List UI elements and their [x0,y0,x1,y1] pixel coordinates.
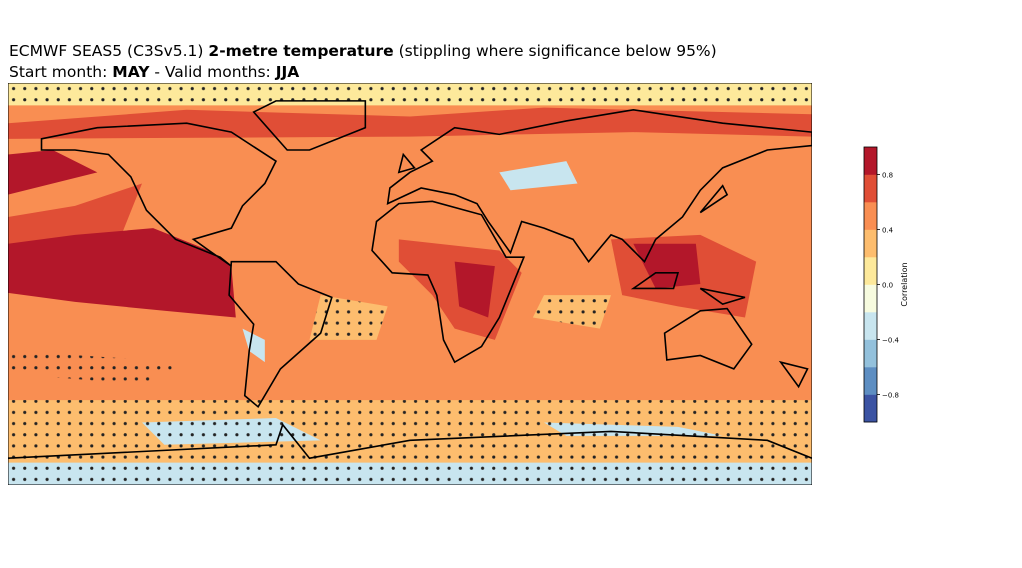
field [8,83,812,485]
colorbar-segment [864,147,877,175]
colorbar-tick-label: 0.0 [882,282,893,290]
colorbar-segment [864,284,877,313]
colorbar-segment [864,257,877,285]
coastlines [8,101,812,458]
valid-months: JJA [275,63,300,81]
colorbar-segment [864,312,877,340]
colorbar-tick-label: −0.4 [882,337,900,345]
colorbar-tick-label: 0.8 [882,172,893,180]
valid-label: - Valid months: [154,63,271,81]
title: ECMWF SEAS5 (C3Sv5.1) 2-metre temperatur… [9,42,717,60]
colorbar-segment [864,367,877,395]
colorbar: −0.8 −0.4 0.0 0.4 0.8 Correlation [863,146,909,423]
colorbar-segment [864,202,877,230]
colorbar-segment [864,339,877,368]
colorbar-segment [864,229,877,258]
colorbar-segment [864,394,877,423]
note: (stippling where significance below 95%) [398,42,717,60]
model: ECMWF SEAS5 (C3Sv5.1) [9,42,204,60]
subtitle: Start month: MAY - Valid months: JJA [9,63,299,81]
start-label: Start month: [9,63,108,81]
variable: 2-metre temperature [208,42,394,60]
colorbar-label: Correlation [900,262,909,306]
colorbar-tick-label: 0.4 [882,227,894,235]
colorbar-tick-label: −0.8 [882,392,899,400]
colorbar-segment [864,174,877,203]
map [8,83,812,485]
start-month: MAY [112,63,150,81]
